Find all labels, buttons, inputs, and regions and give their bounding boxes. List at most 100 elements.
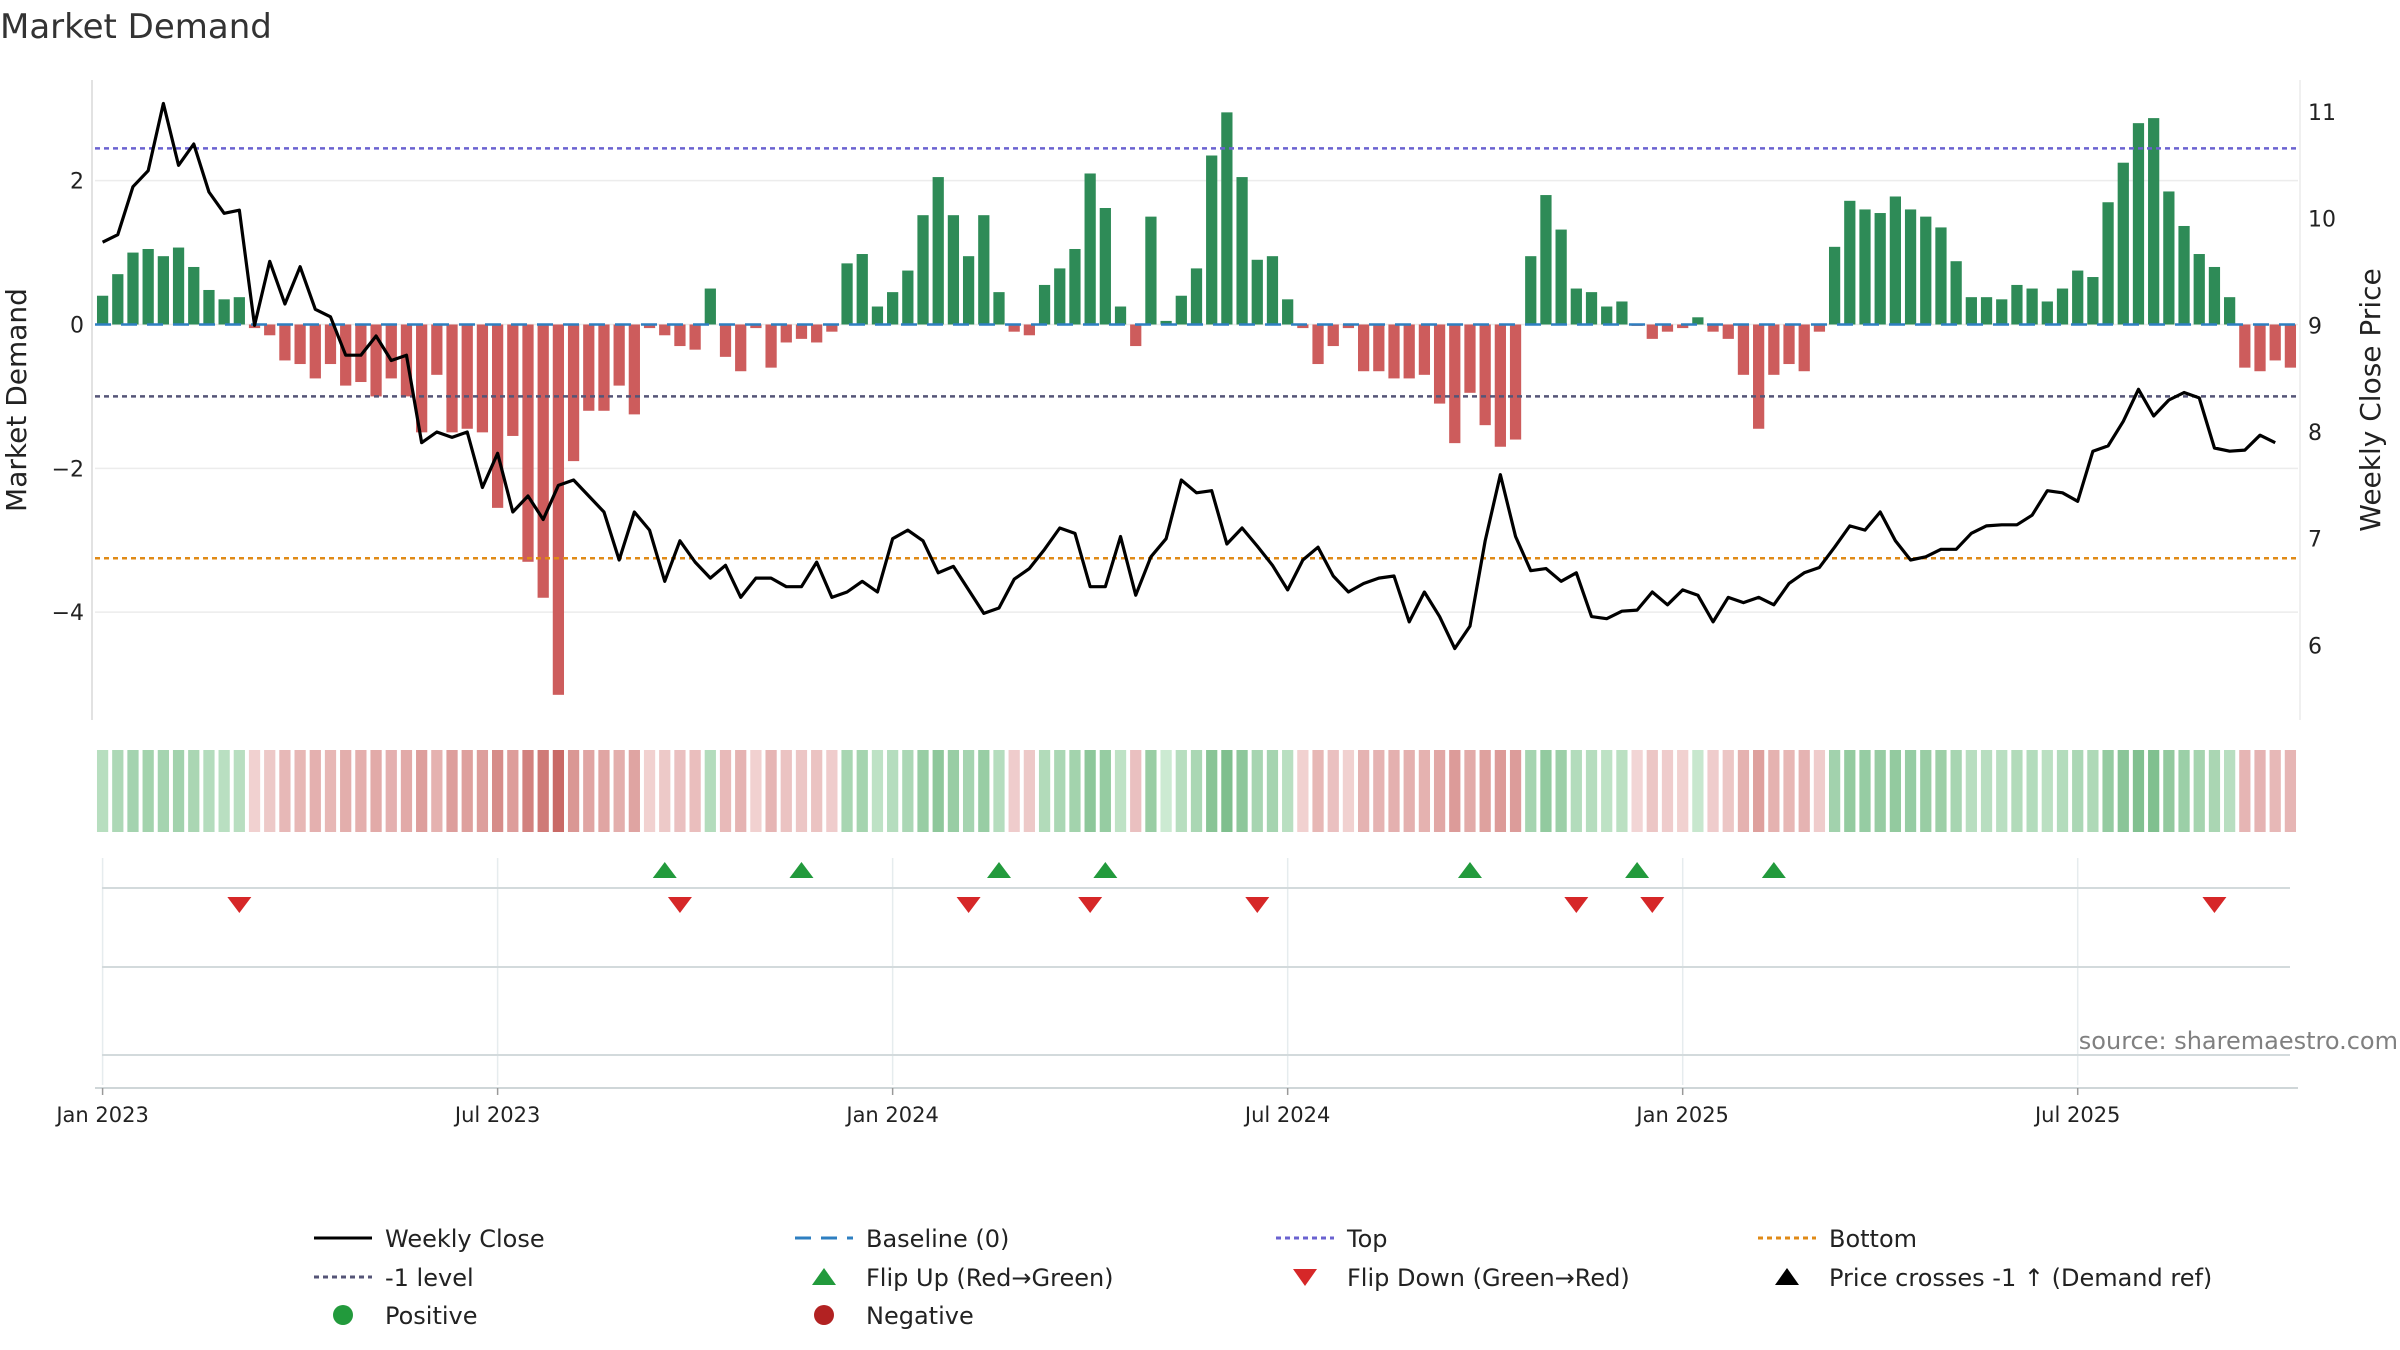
negative-demand-bar xyxy=(689,324,701,350)
positive-strip-cell xyxy=(1950,750,1962,832)
x-tick-label: Jan 2024 xyxy=(844,1103,939,1127)
legend-item: Price crosses -1 ↑ (Demand ref) xyxy=(1775,1264,2212,1292)
negative-strip-cell xyxy=(2239,750,2251,832)
positive-demand-bar xyxy=(856,254,868,325)
positive-demand-bar xyxy=(932,177,944,325)
legend-item: Baseline (0) xyxy=(795,1225,1009,1253)
negative-strip-cell xyxy=(1631,750,1643,832)
negative-strip-cell xyxy=(1297,750,1309,832)
negative-demand-bar xyxy=(613,324,625,386)
negative-demand-bar xyxy=(750,324,762,329)
positive-strip-cell xyxy=(1221,750,1233,832)
negative-strip-cell xyxy=(628,750,640,832)
positive-demand-bar xyxy=(704,288,716,325)
negative-strip-cell xyxy=(279,750,291,832)
positive-strip-cell xyxy=(2117,750,2129,832)
negative-demand-bar xyxy=(324,324,337,365)
positive-demand-bar xyxy=(188,266,200,325)
positive-demand-bar xyxy=(1844,200,1856,325)
positive-strip-cell xyxy=(2087,750,2099,832)
positive-strip-cell xyxy=(188,750,200,832)
positive-demand-bar xyxy=(1889,196,1901,325)
negative-strip-cell xyxy=(2284,750,2297,832)
flip-down-marker xyxy=(2202,897,2227,913)
negative-strip-cell xyxy=(1464,750,1476,832)
negative-demand-bar xyxy=(416,324,428,433)
positive-demand-bar xyxy=(2148,118,2160,325)
negative-strip-cell xyxy=(476,750,489,832)
positive-demand-bar xyxy=(142,248,154,325)
negative-strip-cell xyxy=(780,750,792,832)
positive-demand-bar xyxy=(157,256,169,325)
positive-strip-cell xyxy=(2148,750,2160,832)
negative-demand-bar xyxy=(446,324,458,433)
legend-item: Positive xyxy=(333,1302,478,1330)
negative-strip-cell xyxy=(264,750,276,832)
negative-demand-bar xyxy=(1677,324,1689,329)
negative-strip-cell xyxy=(1449,750,1461,832)
negative-demand-bar xyxy=(1358,324,1370,372)
positive-demand-bar xyxy=(841,263,853,325)
negative-strip-cell xyxy=(765,750,777,832)
flip-down-marker xyxy=(1078,897,1103,913)
flip-down-marker xyxy=(1564,897,1589,913)
positive-strip-cell xyxy=(1844,750,1856,832)
positive-demand-bar xyxy=(1935,227,1947,325)
positive-strip-cell xyxy=(841,750,853,832)
positive-demand-bar xyxy=(2011,284,2023,325)
negative-strip-cell xyxy=(583,750,595,832)
flip-up-marker xyxy=(1093,862,1118,878)
positive-strip-cell xyxy=(127,750,139,832)
legend-triangle-down xyxy=(1293,1269,1317,1286)
negative-demand-bar xyxy=(370,324,382,397)
positive-demand-bar xyxy=(2072,270,2084,325)
positive-demand-bar xyxy=(1555,229,1567,325)
negative-strip-cell xyxy=(1813,750,1826,832)
negative-demand-bar xyxy=(385,324,397,379)
positive-strip-cell xyxy=(203,750,215,832)
positive-demand-bar xyxy=(978,215,990,325)
positive-strip-cell xyxy=(1935,750,1947,832)
positive-demand-bar xyxy=(1236,177,1248,325)
signal-panel xyxy=(95,858,2298,1089)
positive-demand-bar xyxy=(1540,195,1552,325)
positive-demand-bar xyxy=(1616,301,1628,325)
negative-strip-cell xyxy=(400,750,413,832)
negative-strip-cell xyxy=(294,750,306,832)
flip-down-marker xyxy=(1640,897,1665,913)
negative-demand-bar xyxy=(279,324,291,361)
legend-label: -1 level xyxy=(385,1264,474,1292)
negative-strip-cell xyxy=(1783,750,1795,832)
negative-demand-bar xyxy=(1403,324,1415,379)
negative-demand-bar xyxy=(567,324,580,462)
positive-demand-bar xyxy=(1038,284,1051,325)
negative-demand-bar xyxy=(461,324,473,429)
positive-demand-bar xyxy=(993,292,1005,325)
positive-demand-bar xyxy=(1525,256,1537,325)
positive-demand-bar xyxy=(2224,297,2236,325)
negative-demand-bar xyxy=(765,324,777,368)
positive-strip-cell xyxy=(2208,750,2221,832)
positive-demand-bar xyxy=(2026,288,2038,325)
negative-strip-cell xyxy=(492,750,504,832)
negative-strip-cell xyxy=(1403,750,1415,832)
left-tick-label: −2 xyxy=(52,457,84,482)
positive-strip-cell xyxy=(1692,750,1704,832)
negative-strip-cell xyxy=(248,750,261,832)
negative-demand-bar xyxy=(1494,324,1506,447)
legend-item: Negative xyxy=(814,1302,974,1330)
positive-demand-bar xyxy=(1996,299,2008,325)
negative-demand-bar xyxy=(811,324,823,343)
negative-demand-bar xyxy=(1023,324,1035,336)
positive-strip-cell xyxy=(112,750,124,832)
positive-strip-cell xyxy=(2072,750,2084,832)
negative-strip-cell xyxy=(431,750,443,832)
flip-down-marker xyxy=(227,897,252,913)
positive-demand-bar xyxy=(1282,299,1294,325)
left-tick-label: 0 xyxy=(70,313,84,338)
negative-demand-bar xyxy=(795,324,808,339)
negative-demand-bar xyxy=(1479,324,1491,426)
negative-strip-cell xyxy=(674,750,686,832)
positive-strip-cell xyxy=(2224,750,2236,832)
negative-strip-cell xyxy=(1418,750,1431,832)
